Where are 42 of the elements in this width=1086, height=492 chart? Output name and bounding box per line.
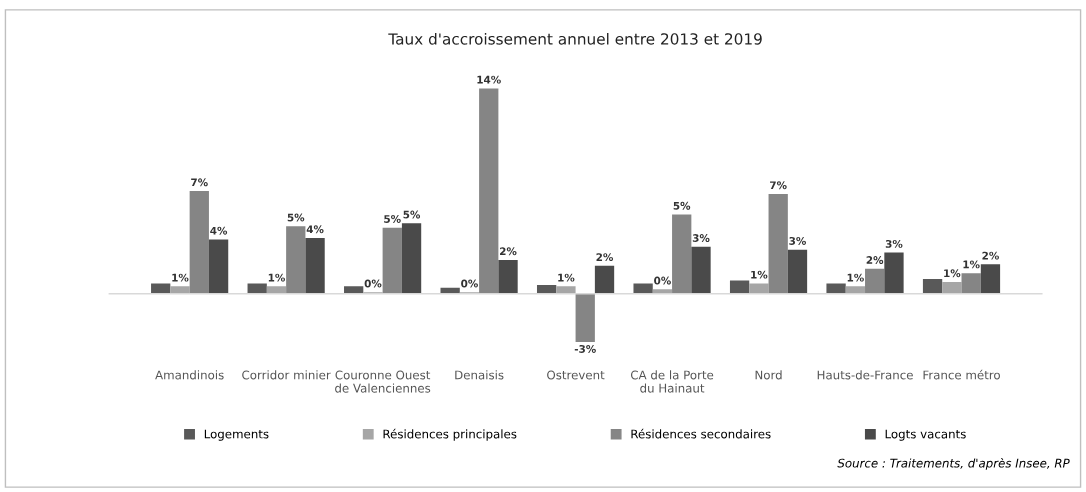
data-label: 3%: [789, 237, 806, 245]
data-label: 1%: [847, 273, 864, 282]
data-label: 1%: [963, 260, 980, 269]
data-label: 1%: [751, 270, 768, 279]
data-label: 4%: [306, 225, 324, 234]
data-label: 7%: [191, 178, 208, 187]
chart-title: Taux d'accroissement annuel entre 2013 et 2019: [388, 32, 762, 45]
x-tick-label: Nord: [755, 370, 782, 380]
data-label: 1%: [944, 269, 961, 278]
x-tick-label: Amandinois: [155, 370, 224, 380]
data-label: 0%: [654, 276, 671, 285]
data-label: -3%: [574, 345, 596, 353]
legend-label: Résidences principales: [383, 428, 517, 441]
data-label: 2%: [596, 253, 614, 262]
x-tick-label: Corridor minier: [242, 370, 331, 380]
source-note: Source : Traitements, d'après Insee, RP: [837, 457, 1070, 470]
data-label: 1%: [172, 273, 189, 282]
x-tick-label: Couronne Ouest de Valenciennes: [335, 370, 431, 393]
data-label: 3%: [885, 239, 903, 248]
data-label: 14%: [477, 75, 501, 84]
legend-label: Logements: [204, 429, 269, 441]
data-label: 5%: [403, 210, 421, 219]
data-label: 2%: [982, 251, 999, 260]
data-label: 1%: [268, 273, 285, 282]
data-label: 5%: [287, 213, 305, 222]
data-label: 5%: [673, 201, 691, 210]
x-tick-label: CA de la Porte du Hainaut: [630, 370, 714, 393]
data-label: 4%: [210, 226, 228, 235]
data-label: 2%: [500, 247, 517, 256]
legend-label: Résidences secondaires: [631, 428, 771, 439]
data-label: 2%: [866, 256, 884, 264]
data-label: 7%: [770, 181, 787, 190]
data-label: 0%: [364, 279, 382, 288]
x-tick-label: France métro: [923, 369, 1000, 380]
legend-label: Logts vacants: [885, 429, 966, 441]
x-tick-label: Denaisis: [455, 370, 504, 380]
x-tick-label: Ostrevent: [547, 370, 605, 380]
data-label: 0%: [461, 279, 478, 288]
data-label: 5%: [384, 215, 401, 223]
x-tick-label: Hauts-de-France: [817, 370, 913, 380]
data-label: 1%: [558, 273, 575, 282]
data-label: 3%: [692, 234, 710, 242]
